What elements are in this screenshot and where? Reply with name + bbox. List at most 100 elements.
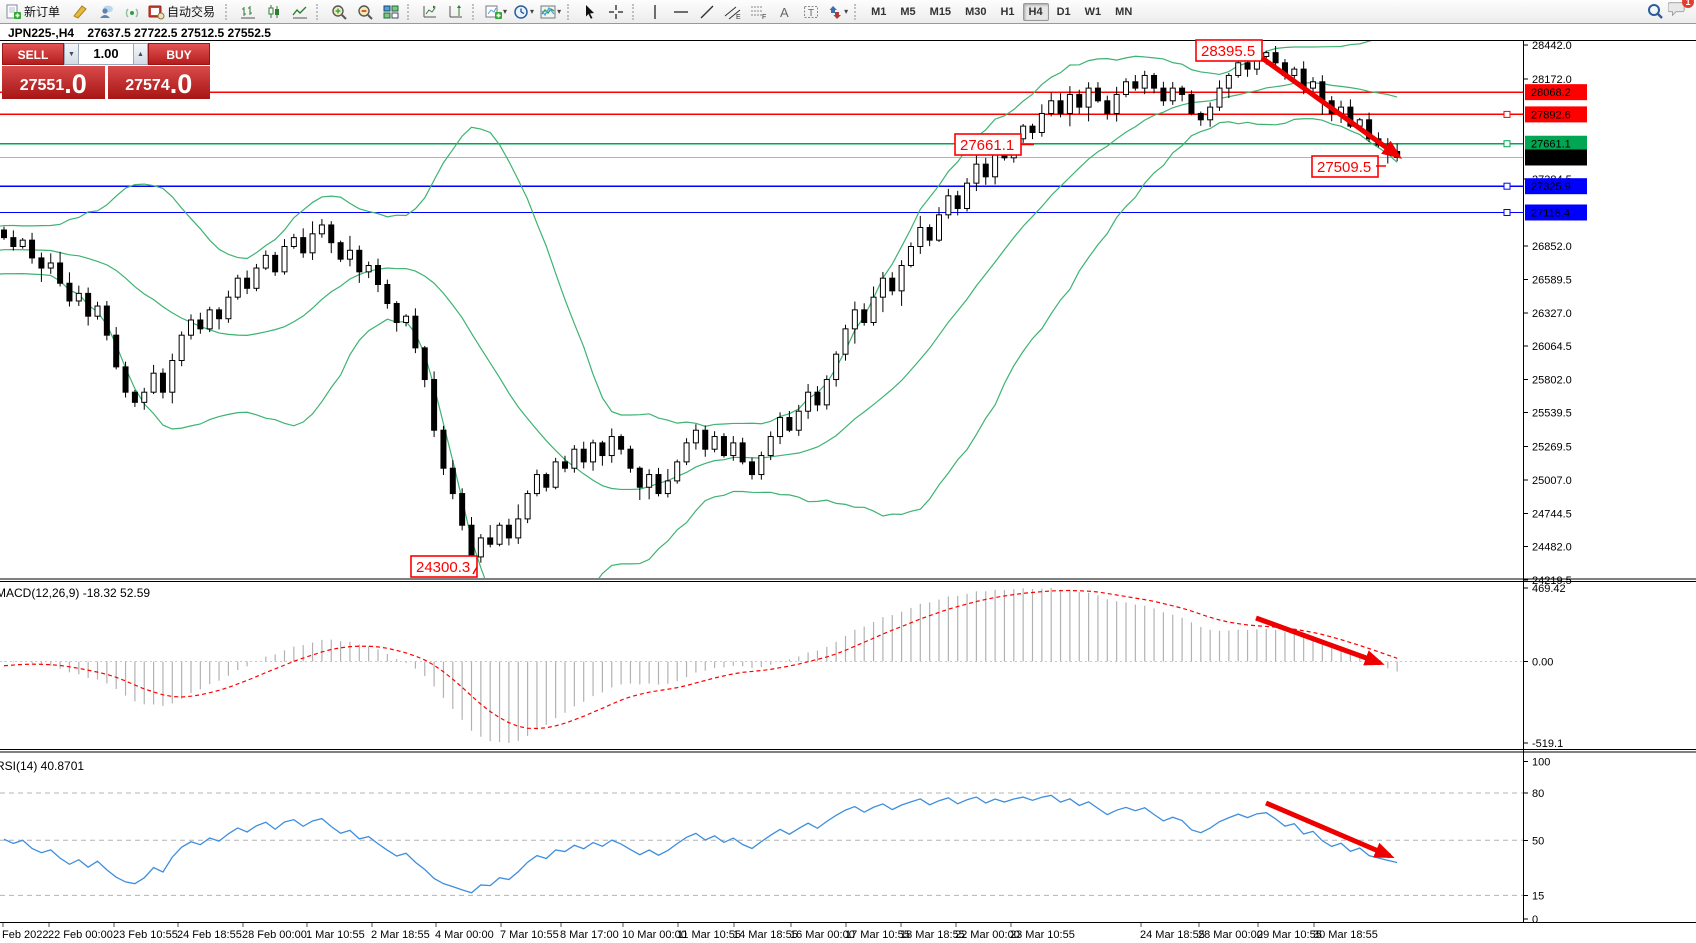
sell-button[interactable]: SELL	[2, 43, 64, 65]
arrows-tool-icon	[829, 5, 842, 19]
zoom-in-button[interactable]	[326, 1, 352, 23]
new-chart-button[interactable]: ▾	[482, 1, 510, 23]
vertical-line-button[interactable]	[642, 1, 668, 23]
price-tick-label: 28442.0	[1532, 40, 1572, 52]
templates-button[interactable]: ▾	[537, 1, 564, 23]
horizontal-lines[interactable]	[0, 91, 1523, 216]
timeframe-h4[interactable]: H4	[1022, 2, 1049, 21]
time-tick-label: 28 Feb 00:00	[242, 929, 307, 941]
trend-arrow[interactable]	[1265, 800, 1395, 859]
candle-bull	[683, 442, 690, 463]
candle-bear	[328, 224, 335, 244]
hline-handle[interactable]	[1503, 110, 1511, 118]
candle-bull	[758, 455, 765, 476]
crosshair-button[interactable]	[603, 1, 629, 23]
arrows-tool-button[interactable]: ▾	[824, 1, 851, 23]
hline-handle[interactable]	[1503, 182, 1511, 190]
hline-handle[interactable]	[1503, 208, 1511, 216]
tile-windows-button[interactable]	[378, 1, 404, 23]
timeframe-m15[interactable]: M15	[929, 5, 952, 18]
timeframe-m1[interactable]: M1	[871, 5, 887, 18]
trend-arrow[interactable]	[1260, 55, 1403, 159]
candle-bear	[618, 436, 625, 450]
candle-bear	[412, 315, 419, 349]
timeframe-m30[interactable]: M30	[965, 5, 987, 18]
trend-arrow[interactable]	[1255, 615, 1385, 666]
buy-button[interactable]: BUY	[148, 43, 210, 65]
equidistant-channel-button[interactable]: E	[720, 1, 746, 23]
candle-bear	[29, 239, 36, 259]
candle-bull	[150, 372, 157, 393]
autotrading-label: 自动交易	[167, 5, 216, 19]
metaeditor-button[interactable]	[67, 1, 93, 23]
timeframe-w1[interactable]: W1	[1084, 5, 1102, 18]
line-chart-mode-button[interactable]	[287, 1, 313, 23]
candle-bull	[47, 262, 54, 269]
chart-shift-button[interactable]	[417, 1, 443, 23]
candle-bull	[851, 309, 858, 330]
candle-bear	[1366, 119, 1373, 140]
new-order-button[interactable]: 新订单	[2, 1, 67, 23]
candle-bear	[1347, 106, 1354, 127]
candle-bull	[141, 391, 148, 403]
candle-bear	[1197, 112, 1204, 121]
trendline-button[interactable]	[694, 1, 720, 23]
price-annotation-box[interactable]	[410, 555, 478, 578]
notification-badge: 1	[1682, 0, 1694, 8]
time-tick-label: 30 Mar 18:55	[1313, 929, 1378, 941]
timeframe-m5[interactable]: M5	[900, 5, 916, 18]
candlestick-mode-button[interactable]	[261, 1, 287, 23]
time-tick-label: 24 Mar 18:55	[1140, 929, 1205, 941]
price-axis[interactable]: 28442.028172.027384.526852.026589.526327…	[1523, 40, 1587, 926]
periods-button[interactable]: ▾	[510, 1, 537, 23]
candle-bull	[777, 417, 784, 438]
sell-price[interactable]: 27551 .0	[2, 66, 105, 99]
horizontal-line-button[interactable]	[668, 1, 694, 23]
hline-handle[interactable]	[1503, 140, 1511, 148]
candle-bear	[375, 265, 381, 286]
candle-bear	[1104, 100, 1111, 114]
candle-bear	[655, 474, 662, 495]
price-line-label-box	[1525, 178, 1587, 195]
macd-tick-label: 469.42	[1532, 583, 1566, 595]
buy-price-frac: .0	[169, 69, 193, 99]
text-button[interactable]: A	[772, 1, 798, 23]
candle-bull	[973, 163, 980, 184]
annotations[interactable]: 28395.5 27661.1 27509.5 24300.3	[410, 39, 1403, 859]
candle-bear	[1151, 74, 1158, 89]
autotrading-button[interactable]: 自动交易	[145, 1, 222, 23]
candle-bull	[964, 182, 971, 209]
news-button[interactable]	[119, 1, 145, 23]
volume-increase-button[interactable]: ▲	[133, 43, 148, 65]
timeframe-mn[interactable]: MN	[1115, 5, 1133, 18]
candle-bear	[449, 467, 456, 495]
bar-chart-mode-button[interactable]	[235, 1, 261, 23]
macd-tick-label: 0.00	[1532, 657, 1553, 669]
rsi-tick-label: 80	[1532, 788, 1544, 800]
svg-text:E: E	[736, 14, 741, 20]
candle-bull	[674, 461, 681, 482]
price-tick-label: 26852.0	[1532, 241, 1572, 253]
volume-decrease-button[interactable]: ▼	[64, 43, 79, 65]
price-annotation-box[interactable]	[1195, 39, 1263, 62]
auto-scroll-button[interactable]	[443, 1, 469, 23]
crosshair-icon	[609, 4, 624, 19]
volume-input[interactable]: 1.00	[79, 43, 133, 65]
notifications-button[interactable]: 1	[1667, 0, 1694, 23]
search-button[interactable]	[1642, 1, 1668, 23]
buy-price[interactable]: 27574 .0	[107, 66, 210, 99]
text-label-button[interactable]: T	[798, 1, 824, 23]
community-button[interactable]	[93, 1, 119, 23]
fibonacci-button[interactable]: F	[746, 1, 772, 23]
macd-pane	[0, 588, 1523, 743]
candle-bear	[1, 229, 7, 239]
zoom-out-button[interactable]	[352, 1, 378, 23]
timeframe-h1[interactable]: H1	[1000, 5, 1015, 18]
time-tick-label: 4 Mar 00:00	[435, 929, 494, 941]
time-tick-label: 23 Feb 10:55	[113, 929, 178, 941]
timeframe-d1[interactable]: D1	[1056, 5, 1071, 18]
cursor-button[interactable]	[577, 1, 603, 23]
time-axis[interactable]: Feb 2022 22 Feb 00:00 23 Feb 10:55 24 Feb 1…	[2, 923, 1378, 941]
candle-bull	[664, 480, 671, 495]
